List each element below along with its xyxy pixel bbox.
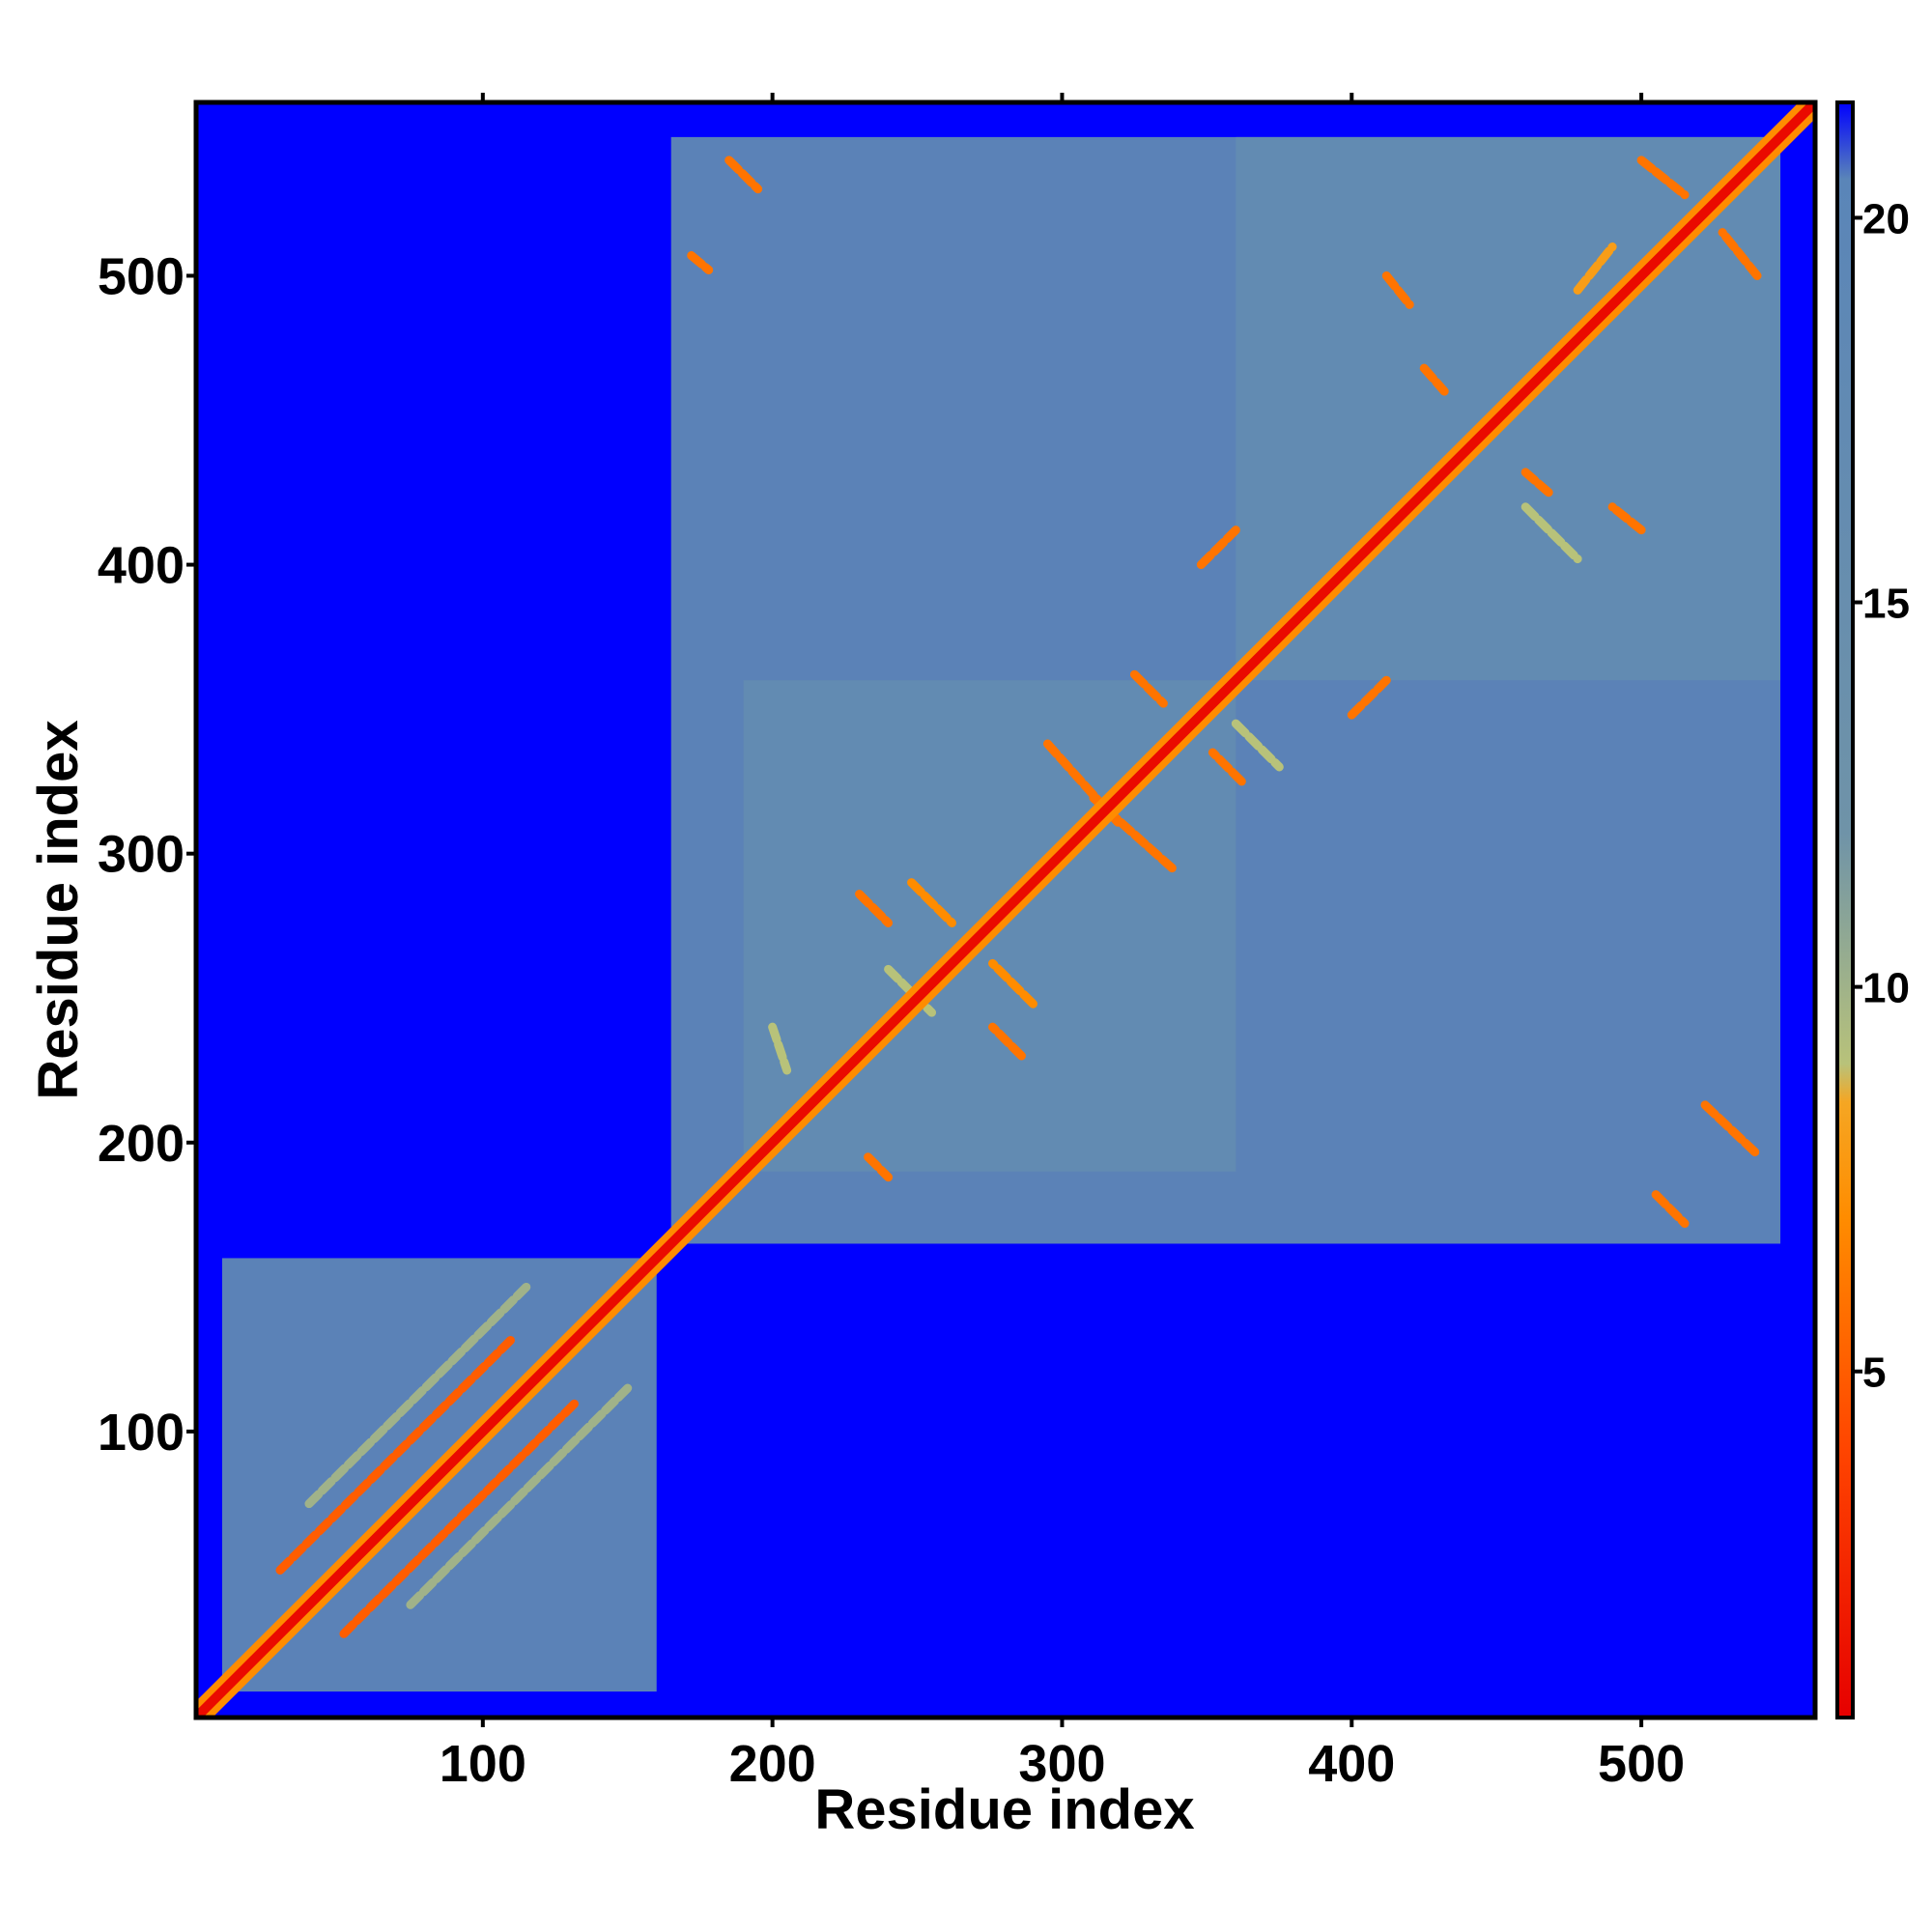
contact-line-10 [988, 958, 1037, 1009]
x-tick-label-100: 100 [440, 1735, 526, 1793]
contact-line-13 [1129, 669, 1168, 708]
x-axis-title: Residue index [814, 1778, 1194, 1841]
colorbar-tick-label-15: 15 [1862, 581, 1910, 628]
x-axis: 100 200 300 400 500 [440, 93, 1685, 1793]
x-tick-label-300: 300 [1018, 1735, 1105, 1793]
y-tick-label-400: 400 [98, 537, 185, 595]
x-tick-label-500: 500 [1598, 1735, 1685, 1793]
y-tick-label-500: 500 [98, 247, 185, 305]
contact-line-19 [1419, 363, 1449, 396]
contact-line-7 [855, 890, 894, 927]
colorbar-tick-label-20: 20 [1862, 195, 1910, 242]
contact-line-17 [1381, 270, 1414, 309]
contact-line-15 [1347, 675, 1391, 720]
heatmap-plot-area [196, 102, 1815, 1718]
contact-line-30 [768, 1022, 792, 1075]
colorbar-tick-label-10: 10 [1862, 965, 1910, 1012]
colorbar-ticks: 5 10 15 20 [1853, 195, 1910, 1397]
plot-frame [193, 99, 1818, 1720]
contact-line-2 [339, 1398, 581, 1638]
y-axis-title: Residue index [27, 720, 90, 1099]
contact-line-18 [1607, 502, 1646, 535]
contact-line-16 [1196, 526, 1240, 570]
contact-line-1 [275, 1334, 517, 1575]
contact-line-4 [406, 1383, 633, 1609]
contact-line-22 [1718, 228, 1762, 280]
contact-line-21 [1636, 156, 1690, 200]
contact-line-25 [864, 1152, 894, 1182]
contact-line-5 [724, 156, 763, 194]
y-tick-label-200: 200 [98, 1115, 185, 1173]
diagonal-band [196, 102, 1815, 1718]
colorbar: 5 10 15 20 [1835, 100, 1910, 1719]
contact-line-8 [907, 878, 957, 927]
contact-line-14 [1208, 748, 1246, 786]
contact-line-24 [1651, 1190, 1690, 1229]
y-axis: 100 200 300 400 500 [98, 247, 196, 1462]
diagonal-line [196, 102, 1815, 1718]
x-tick-label-200: 200 [729, 1735, 816, 1793]
contact-line-28 [1573, 242, 1617, 295]
contact-line-27 [1520, 502, 1582, 564]
contact-line-26 [1231, 719, 1284, 772]
contact-line-20 [1520, 468, 1553, 497]
contact-line-9 [988, 1022, 1026, 1061]
colorbar-bar [1835, 100, 1855, 1719]
contact-lines [275, 156, 1762, 1638]
contact-line-23 [1700, 1100, 1762, 1159]
x-tick-label-400: 400 [1308, 1735, 1395, 1793]
y-tick-label-300: 300 [98, 826, 185, 884]
contact-line-6 [687, 251, 714, 274]
colorbar-tick-label-5: 5 [1862, 1350, 1886, 1397]
y-tick-label-100: 100 [98, 1404, 185, 1462]
contact-line-3 [304, 1282, 531, 1509]
